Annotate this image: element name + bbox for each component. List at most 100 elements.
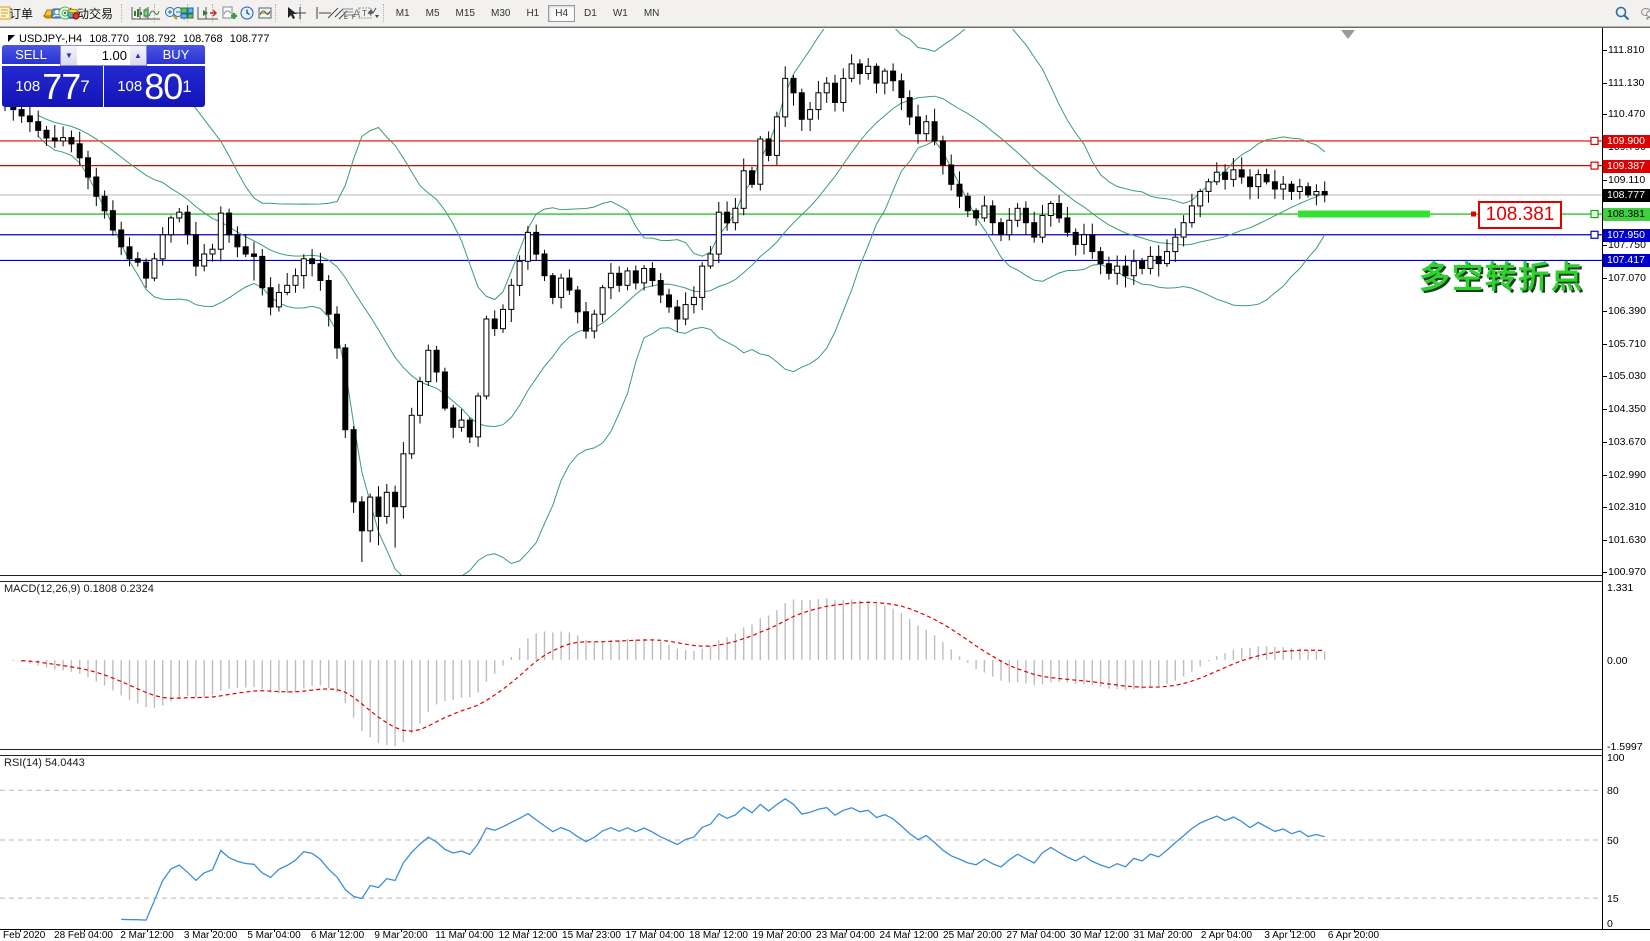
time-label: 9 Mar 20:00 [374, 930, 427, 941]
timeframe-M15[interactable]: M15 [449, 5, 482, 22]
price-tick-label: 104.350 [1608, 403, 1646, 415]
rsi-value: 54.0443 [45, 757, 85, 769]
annotation-text[interactable]: 多空转折点 [1419, 252, 1584, 297]
main-chart-canvas[interactable] [0, 29, 1602, 575]
macd-label: MACD(12,26,9) 0.1808 0.2324 [4, 583, 154, 595]
macd-value-1: 0.1808 [83, 583, 117, 595]
time-label: 3 Mar 20:00 [184, 930, 237, 941]
chart-shift-icon [204, 5, 220, 21]
time-label: 2 Apr 04:00 [1201, 930, 1252, 941]
indicators-icon [221, 5, 237, 21]
search-button[interactable] [1610, 3, 1618, 23]
time-label: 27 Mar 04:00 [1007, 930, 1066, 941]
time-label: 17 Mar 04:00 [626, 930, 685, 941]
bar-chart-button[interactable] [126, 3, 134, 23]
price-tick-label: 101.630 [1608, 534, 1646, 546]
time-label: 15 Mar 23:00 [562, 930, 621, 941]
price-tick-label: 106.390 [1608, 305, 1646, 317]
time-label: 12 Mar 12:00 [499, 930, 558, 941]
periods-button[interactable]: ▼ [235, 3, 253, 23]
timeframe-MN[interactable]: MN [637, 5, 667, 22]
price-badge: 108.777 [1603, 189, 1650, 202]
volume-stepper: ▼ ▲ [60, 45, 147, 66]
price-tick-label: 103.670 [1608, 436, 1646, 448]
clock-icon [239, 5, 255, 21]
macd-value-2: 0.2324 [120, 583, 154, 595]
price-tick-label: 102.310 [1608, 501, 1646, 513]
time-label: 24 Mar 12:00 [880, 930, 939, 941]
time-label: 6 Apr 20:00 [1328, 930, 1379, 941]
timeframe-H1[interactable]: H1 [519, 5, 546, 22]
time-label: 25 Mar 20:00 [943, 930, 1002, 941]
sell-button[interactable]: SELL [2, 45, 60, 66]
macd-canvas[interactable] [0, 581, 1602, 749]
templates-button[interactable]: ▼ [253, 3, 271, 23]
timeframe-M5[interactable]: M5 [419, 5, 447, 22]
macd-axis-label: 0.00 [1607, 655, 1627, 667]
chat-icon [1640, 5, 1650, 21]
price-tick-label: 110.470 [1608, 108, 1645, 120]
timeframe-H4[interactable]: H4 [548, 5, 575, 22]
price-tick-label: 105.710 [1608, 338, 1646, 350]
toolbar-right-group [1610, 3, 1644, 23]
time-label: 19 Mar 20:00 [753, 930, 812, 941]
search-icon [1614, 5, 1630, 21]
price-badge: 107.950 [1603, 229, 1650, 242]
chat-button[interactable] [1636, 3, 1644, 23]
new-order-icon [0, 5, 13, 21]
gold-button[interactable] [37, 3, 45, 23]
volume-input[interactable] [77, 46, 130, 65]
rsi-canvas[interactable] [0, 755, 1602, 929]
macd-axis-label: 1.331 [1607, 582, 1633, 594]
price-badge: 108.381 [1603, 208, 1650, 221]
chart-window[interactable]: USDJPY-,H4 108.770 108.792 108.768 108.7… [0, 27, 1650, 939]
rsi-axis-label: 0 [1607, 918, 1613, 930]
time-label: 23 Mar 04:00 [816, 930, 875, 941]
time-label: 11 Mar 04:00 [435, 930, 493, 941]
rsi-label: RSI(14) 54.0443 [4, 757, 85, 769]
toolbar-separator [121, 4, 122, 22]
time-label: 18 Mar 12:00 [689, 930, 748, 941]
crosshair-icon [292, 5, 308, 21]
rsi-axis-label: 15 [1607, 893, 1619, 905]
buy-button[interactable]: BUY [147, 45, 205, 66]
line-chart-icon [146, 5, 162, 21]
price-tick-label: 105.030 [1608, 370, 1646, 382]
time-label: 31 Mar 20:00 [1134, 930, 1193, 941]
autotrade-icon [65, 5, 81, 21]
templates-icon [257, 5, 273, 21]
timeframe-M30[interactable]: M30 [484, 5, 517, 22]
price-badge: 109.900 [1603, 135, 1650, 148]
time-label: 5 Mar 04:00 [247, 930, 300, 941]
toolbar-separator [383, 4, 384, 22]
shapes-icon [365, 5, 381, 21]
price-label-object[interactable]: 108.381 [1478, 201, 1562, 229]
timeframe-M1[interactable]: M1 [389, 5, 417, 22]
toolbar-separator [275, 4, 276, 22]
cursor-button[interactable] [280, 3, 288, 23]
volume-increase-button[interactable]: ▲ [130, 46, 146, 65]
price-badge: 109.387 [1603, 160, 1650, 173]
tile-windows-icon [179, 5, 195, 21]
new-order-button[interactable]: 新订单 [0, 3, 37, 23]
rsi-axis-label: 50 [1607, 835, 1619, 847]
timeframe-D1[interactable]: D1 [577, 5, 604, 22]
price-tick-label: 102.990 [1608, 469, 1646, 481]
main-toolbar: 新订单 自动交易 ▼ ▼ [0, 0, 1650, 27]
time-label: 28 Feb 04:00 [54, 930, 113, 941]
time-label: 2 Mar 12:00 [120, 930, 173, 941]
price-tick-label: 109.110 [1608, 174, 1645, 186]
price-tick-label: 100.970 [1608, 566, 1646, 578]
timeframe-W1[interactable]: W1 [606, 5, 635, 22]
autotrade-button[interactable]: 自动交易 [61, 3, 117, 23]
price-tick-label: 111.130 [1608, 77, 1644, 89]
time-label: 3 Apr 12:00 [1264, 930, 1315, 941]
rsi-axis-label: 80 [1607, 785, 1619, 797]
volume-decrease-button[interactable]: ▼ [61, 46, 77, 65]
time-label: 5 Feb 2020 [0, 930, 45, 941]
rsi-axis-label: 100 [1607, 752, 1625, 764]
